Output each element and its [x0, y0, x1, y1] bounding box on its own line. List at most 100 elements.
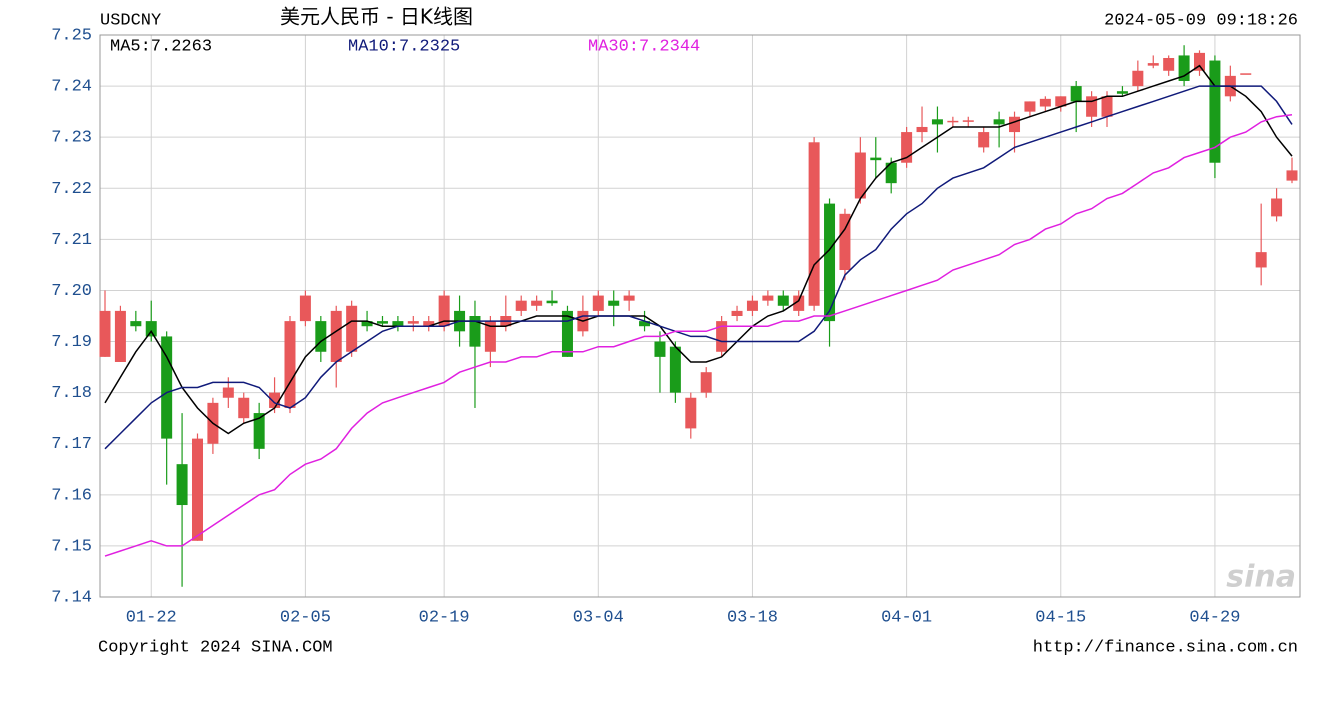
x-tick-label: 01-22	[126, 608, 177, 627]
y-tick-label: 7.21	[51, 231, 92, 250]
candle-body	[1055, 96, 1067, 107]
candle-body	[299, 295, 311, 322]
legend-entry: MA10:7.2325	[348, 37, 460, 56]
candle-body	[993, 119, 1005, 125]
ma-line	[104, 64, 1293, 435]
candle-body	[515, 300, 527, 311]
candle-body	[392, 321, 404, 327]
candle-body	[346, 305, 358, 352]
candle-body	[854, 152, 866, 199]
y-tick-label: 7.20	[51, 282, 92, 301]
candle-body	[592, 295, 604, 311]
candle-body	[1147, 63, 1159, 66]
candle-body	[654, 341, 666, 357]
candle-body	[238, 397, 250, 419]
candle-body	[746, 300, 758, 311]
candle-body	[1086, 96, 1098, 117]
candle-body	[269, 392, 281, 408]
y-tick-label: 7.22	[51, 180, 92, 199]
candle-body	[1009, 116, 1021, 133]
candle-body	[176, 464, 188, 506]
y-tick-label: 7.16	[51, 486, 92, 505]
candle-body	[531, 300, 543, 306]
footer-left: Copyright 2024 SINA.COM	[98, 638, 333, 657]
y-tick-label: 7.25	[51, 26, 92, 45]
candle-body	[330, 310, 342, 362]
candle-body	[222, 387, 234, 398]
candle-body	[1039, 98, 1051, 107]
x-tick-label: 03-04	[573, 608, 624, 627]
candle-body	[669, 346, 681, 393]
candle-body	[962, 120, 974, 122]
candle-body	[1209, 60, 1221, 163]
candle-body	[1271, 198, 1283, 217]
candle-body	[1024, 101, 1036, 112]
candle-body	[623, 295, 635, 301]
candle-body	[608, 300, 620, 306]
candle-body	[1101, 96, 1113, 117]
candle-body	[546, 300, 558, 304]
watermark: sina	[1226, 560, 1296, 595]
chart-subtitle: 美元人民币 - 日K线图	[280, 5, 473, 29]
candle-body	[423, 321, 435, 327]
candle-body	[1255, 252, 1267, 268]
y-tick-label: 7.19	[51, 333, 92, 352]
candle-body	[315, 321, 327, 352]
legend-entry: MA30:7.2344	[588, 37, 700, 56]
footer-right: http://finance.sina.com.cn	[1033, 638, 1298, 657]
candle-body	[145, 321, 157, 337]
candle-body	[130, 321, 142, 327]
candle-body	[731, 310, 743, 316]
candle-body	[361, 321, 373, 327]
timestamp: 2024-05-09 09:18:26	[1104, 11, 1298, 30]
candle-body	[253, 413, 265, 449]
candle-body	[978, 132, 990, 148]
candle-body	[916, 126, 928, 133]
candle-body	[191, 438, 203, 541]
x-tick-label: 02-19	[419, 608, 470, 627]
candle-body	[161, 336, 173, 439]
candle-body	[716, 321, 728, 352]
x-tick-label: 04-29	[1189, 608, 1240, 627]
candle-body	[793, 295, 805, 311]
candle-body	[376, 321, 388, 324]
y-tick-label: 7.24	[51, 78, 92, 97]
y-tick-label: 7.17	[51, 435, 92, 454]
candle-body	[561, 310, 573, 357]
candle-body	[1240, 73, 1252, 75]
candle-body	[839, 213, 851, 271]
y-tick-label: 7.18	[51, 384, 92, 403]
y-tick-label: 7.15	[51, 537, 92, 556]
y-tick-label: 7.14	[51, 588, 92, 607]
candle-body	[438, 295, 450, 327]
candle-body	[99, 310, 111, 357]
candle-body	[762, 295, 774, 301]
candle-body	[700, 372, 712, 393]
candle-body	[885, 162, 897, 184]
chart-title: USDCNY	[100, 11, 161, 30]
candle-body	[1178, 55, 1190, 81]
candle-body	[1163, 57, 1175, 71]
candle-body	[484, 321, 496, 352]
candle-body	[1132, 70, 1144, 87]
candle-body	[407, 321, 419, 324]
candle-body	[284, 321, 296, 408]
x-tick-label: 04-01	[881, 608, 932, 627]
x-tick-label: 02-05	[280, 608, 331, 627]
candle-body	[931, 119, 943, 125]
legend-entry: MA5:7.2263	[110, 37, 212, 56]
x-tick-label: 03-18	[727, 608, 778, 627]
candle-body	[777, 295, 789, 306]
candle-body	[824, 203, 836, 322]
candle-body	[901, 132, 913, 163]
candle-body	[1116, 91, 1128, 94]
candle-body	[808, 142, 820, 306]
candle-body	[870, 157, 882, 161]
candle-body	[1070, 86, 1082, 102]
candle-body	[685, 397, 697, 429]
candle-body	[1286, 170, 1298, 181]
candle-body	[1194, 52, 1206, 71]
candle-body	[947, 120, 959, 123]
x-tick-label: 04-15	[1035, 608, 1086, 627]
